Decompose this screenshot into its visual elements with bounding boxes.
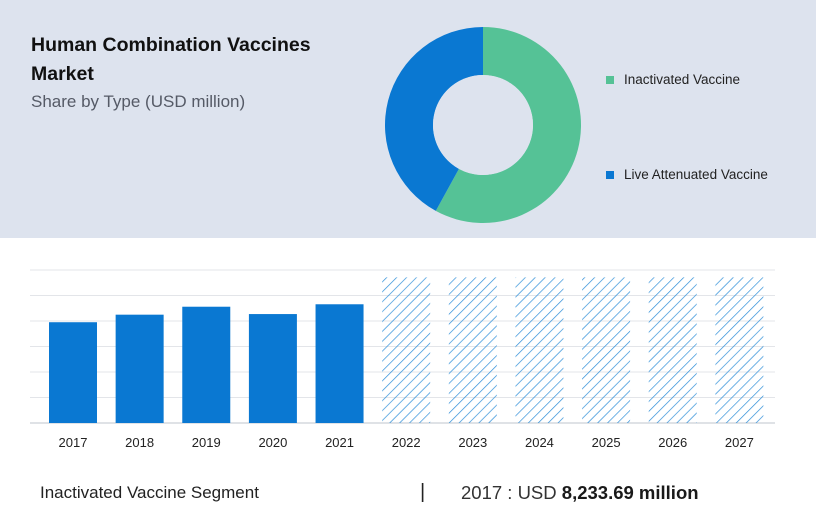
forecast-bar-2027: [715, 277, 764, 423]
legend-item-inactivated: Inactivated Vaccine: [606, 72, 740, 87]
segment-amount: 8,233.69 million: [561, 482, 699, 503]
x-tick-label-2026: 2026: [658, 435, 687, 450]
bar-2017: [49, 322, 97, 423]
legend-item-live-attenuated: Live Attenuated Vaccine: [606, 167, 768, 182]
x-tick-label-2018: 2018: [125, 435, 154, 450]
x-tick-label-2022: 2022: [392, 435, 421, 450]
x-tick-label-2027: 2027: [725, 435, 754, 450]
bar-chart: 2017 2018 2019 2020 2021 2022 2023 2024 2025 2026…: [30, 269, 775, 450]
forecast-bar-2023: [448, 277, 497, 423]
x-tick-label-2021: 2021: [325, 435, 354, 450]
x-tick-label-2017: 2017: [59, 435, 88, 450]
x-tick-label-2025: 2025: [592, 435, 621, 450]
forecast-bar-2025: [582, 277, 631, 423]
x-tick-label-2023: 2023: [458, 435, 487, 450]
x-tick-label-2020: 2020: [258, 435, 287, 450]
legend-label-inactivated: Inactivated Vaccine: [624, 72, 741, 87]
footer-divider: |: [420, 481, 426, 503]
segment-value: 2017 : USD 8,233.69 million: [461, 482, 699, 504]
legend-swatch-inactivated: [606, 75, 614, 84]
x-tick-label-2019: 2019: [192, 435, 221, 450]
forecast-bar-2024: [515, 277, 564, 423]
bar-2019: [182, 306, 231, 423]
donut-hole: [433, 75, 533, 175]
bar-2020: [248, 314, 297, 423]
x-tick-label-2024: 2024: [525, 435, 554, 450]
forecast-bar-2026: [648, 277, 697, 423]
forecast-bar-2022: [382, 277, 431, 423]
segment-year-label: 2017 : USD: [461, 482, 557, 503]
donut-chart: [385, 27, 581, 223]
bar-2021: [315, 304, 364, 423]
legend-swatch-live-attenuated: [606, 170, 614, 179]
donut-slice-inactivated-vaccine: [435, 27, 581, 223]
donut-slice-live-attenuated-vaccine: [385, 27, 483, 211]
chart-title: Human Combination Vaccines Market: [31, 34, 311, 85]
legend-label-live-attenuated: Live Attenuated Vaccine: [624, 167, 768, 182]
bar-2018: [115, 314, 164, 423]
segment-label: Inactivated Vaccine Segment: [40, 483, 259, 502]
chart-subtitle: Share by Type (USD million): [31, 92, 246, 111]
